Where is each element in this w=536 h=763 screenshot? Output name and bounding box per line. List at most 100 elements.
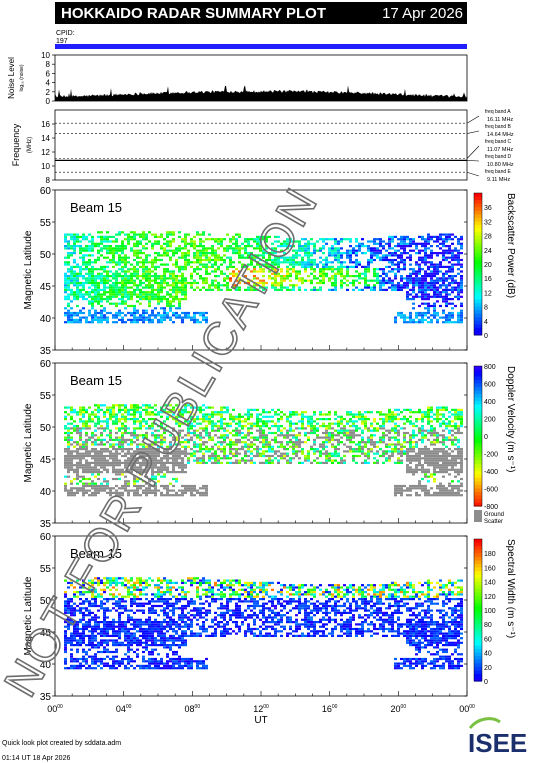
power-colorbar-segment — [474, 260, 482, 265]
power-cell — [85, 298, 88, 301]
power-cell — [106, 291, 109, 294]
velocity-cell — [256, 454, 259, 458]
power-cell — [271, 247, 274, 250]
velocity-cell — [265, 454, 268, 458]
velocity-cell — [331, 434, 334, 437]
power-cell — [241, 256, 244, 259]
power-cell — [445, 298, 448, 301]
power-cell — [67, 281, 70, 285]
velocity-cell — [298, 461, 301, 464]
velocity-cell — [109, 418, 112, 421]
velocity-cell — [214, 434, 217, 437]
power-cell — [121, 265, 124, 268]
velocity-cell — [277, 434, 280, 437]
velocity-cell — [223, 434, 226, 437]
velocity-cell — [310, 429, 313, 432]
power-cell — [163, 275, 166, 278]
freq-ylabel: Frequency — [11, 123, 21, 166]
power-cell — [139, 261, 142, 264]
velocity-cell — [223, 429, 226, 432]
power-cell — [103, 288, 106, 291]
velocity-cell — [244, 418, 247, 421]
velocity-cell — [205, 489, 208, 492]
power-cell — [193, 256, 196, 259]
velocity-cell — [121, 473, 124, 476]
power-cell — [151, 321, 154, 324]
power-cell — [385, 288, 388, 291]
power-cell — [403, 318, 406, 321]
velocity-cell — [292, 457, 295, 460]
velocity-cell — [199, 438, 202, 441]
velocity-cell — [394, 436, 397, 439]
power-cell — [433, 272, 436, 275]
power-cell — [457, 298, 460, 301]
power-cell — [379, 279, 382, 282]
power-cell — [76, 279, 79, 282]
velocity-cell — [136, 487, 139, 490]
power-cell — [70, 321, 73, 324]
power-cell — [352, 261, 355, 264]
velocity-cell — [160, 464, 163, 467]
power-cell — [136, 233, 139, 236]
velocity-cell — [424, 461, 427, 464]
power-colorbar-segment — [474, 299, 482, 304]
velocity-cell — [415, 487, 418, 490]
power-ytick-label: 35 — [40, 346, 52, 357]
power-cell — [208, 252, 211, 255]
power-cell — [304, 249, 307, 252]
power-cell — [445, 265, 448, 268]
power-cell — [442, 281, 445, 285]
power-cell — [118, 254, 121, 257]
power-cell — [103, 240, 106, 243]
power-cell — [298, 263, 301, 266]
power-cell — [391, 270, 394, 273]
power-cell — [427, 235, 430, 238]
power-cell — [172, 304, 175, 308]
power-cell — [79, 272, 82, 275]
power-cell — [367, 268, 370, 271]
velocity-cell — [325, 450, 328, 453]
velocity-cell — [163, 441, 166, 444]
power-cell — [118, 311, 121, 315]
velocity-cell — [271, 445, 274, 448]
power-cell — [118, 318, 121, 321]
velocity-cell — [67, 457, 70, 460]
power-cell — [397, 238, 400, 241]
power-cell — [97, 311, 100, 315]
velocity-cell — [382, 425, 385, 428]
power-cell — [124, 293, 127, 296]
velocity-cell — [358, 411, 361, 414]
velocity-cell — [418, 464, 421, 467]
power-cell — [73, 258, 76, 262]
velocity-cell — [388, 411, 391, 414]
power-cell — [451, 238, 454, 241]
velocity-cell — [100, 431, 103, 435]
power-cell — [355, 261, 358, 264]
power-cell — [184, 252, 187, 255]
velocity-cell — [115, 443, 118, 446]
velocity-cell — [310, 420, 313, 423]
power-cell — [193, 318, 196, 321]
power-cell — [112, 272, 115, 275]
velocity-cell — [175, 438, 178, 441]
power-cell — [67, 286, 70, 289]
power-cell — [373, 247, 376, 250]
power-cell — [202, 265, 205, 268]
power-cell — [430, 235, 433, 238]
velocity-cell — [100, 466, 103, 469]
velocity-cell — [262, 438, 265, 441]
power-cell — [145, 233, 148, 236]
power-cell — [76, 245, 79, 248]
velocity-cell — [103, 413, 106, 416]
power-cell — [115, 316, 118, 319]
velocity-cell — [406, 431, 409, 435]
velocity-cell — [94, 450, 97, 453]
velocity-cell — [421, 441, 424, 444]
velocity-cell — [424, 484, 427, 488]
velocity-cell — [184, 487, 187, 490]
velocity-cell — [88, 425, 91, 428]
velocity-cell — [421, 420, 424, 423]
power-cell — [109, 298, 112, 301]
power-cell — [67, 321, 70, 324]
power-cell — [76, 284, 79, 287]
